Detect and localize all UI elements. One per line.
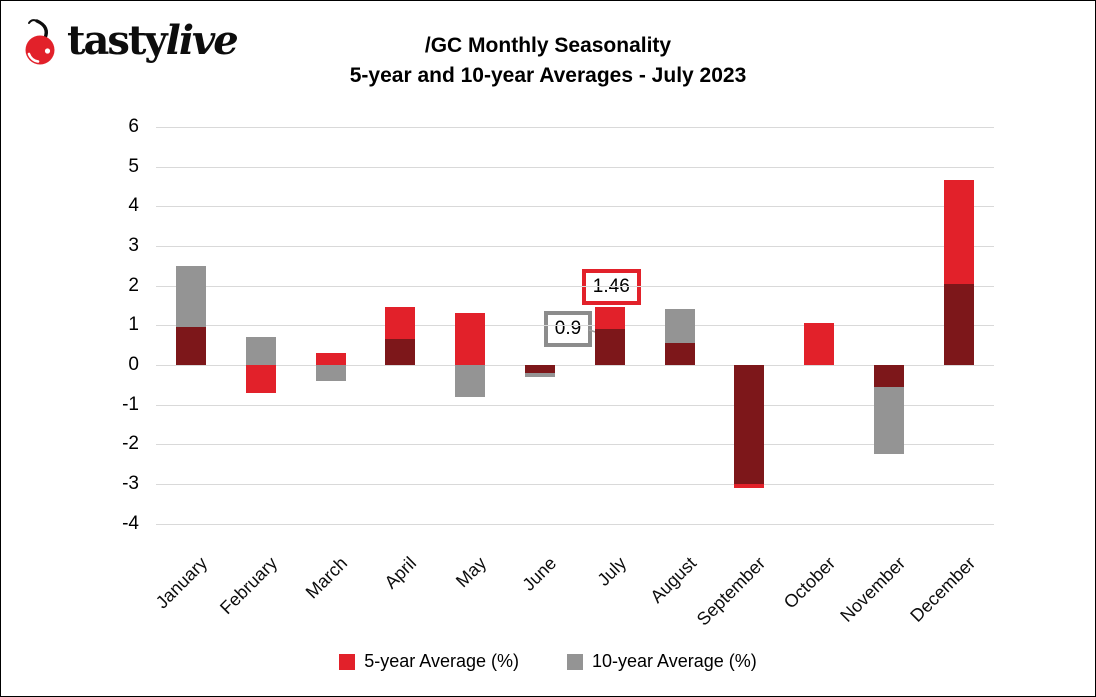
bar-september-overlap bbox=[734, 365, 765, 485]
y-axis-tick-label: 4 bbox=[128, 195, 139, 217]
x-axis-label-december: December bbox=[906, 553, 979, 626]
chart-title-line2: 5-year and 10-year Averages - July 2023 bbox=[349, 64, 747, 87]
x-axis-label-march: March bbox=[301, 553, 351, 603]
bar-february-10yr bbox=[245, 337, 276, 365]
bar-november-10yr bbox=[874, 386, 904, 455]
bar-january-overlap bbox=[176, 327, 206, 365]
bar-july-5yr bbox=[594, 307, 625, 330]
bar-august-10yr bbox=[664, 309, 695, 344]
x-axis-label-october: October bbox=[779, 553, 840, 613]
legend-label-5yr: 5-year Average (%) bbox=[364, 651, 519, 671]
x-axis-label-april: April bbox=[380, 553, 421, 593]
legend-item-5yr: 5-year Average (%) bbox=[339, 651, 519, 672]
y-axis-tick-label: 1 bbox=[128, 314, 139, 336]
bar-october-5yr bbox=[804, 323, 835, 365]
legend-item-10yr: 10-year Average (%) bbox=[566, 651, 757, 672]
x-axis-label-june: June bbox=[518, 553, 561, 595]
gridline bbox=[156, 126, 994, 128]
gridline bbox=[156, 285, 994, 287]
cherry-icon bbox=[21, 17, 63, 72]
x-axis-label-january: January bbox=[151, 553, 212, 613]
logo-tasty: tasty bbox=[67, 17, 168, 64]
x-axis-label-november: November bbox=[836, 553, 910, 626]
bar-june-overlap bbox=[525, 365, 555, 373]
logo-wordmark: tastylive bbox=[67, 17, 239, 65]
x-axis-label-august: August bbox=[645, 553, 700, 607]
gridline bbox=[156, 365, 994, 366]
legend-swatch-10yr bbox=[566, 653, 583, 670]
gridline bbox=[156, 484, 994, 486]
gridline bbox=[156, 245, 994, 247]
chart-title-line1: /GC Monthly Seasonality bbox=[424, 34, 672, 57]
chart-title: /GC Monthly Seasonality 5-year and 10-ye… bbox=[1, 31, 1095, 91]
bar-may-5yr bbox=[455, 313, 486, 365]
legend: 5-year Average (%) 10-year Average (%) bbox=[1, 651, 1095, 672]
gridline bbox=[156, 325, 994, 327]
x-axis-label-july: July bbox=[593, 553, 630, 590]
bar-november-overlap bbox=[874, 365, 904, 387]
bar-december-overlap bbox=[943, 283, 974, 365]
y-axis-tick-label: 6 bbox=[128, 115, 139, 137]
bar-may-10yr bbox=[455, 365, 486, 397]
bar-march-5yr bbox=[315, 353, 346, 365]
bar-december-5yr bbox=[943, 180, 974, 284]
y-axis-tick-label: 0 bbox=[128, 354, 139, 375]
x-axis-label-february: February bbox=[215, 553, 281, 619]
y-axis-tick-label: 2 bbox=[128, 274, 139, 296]
y-axis-tick-label: 5 bbox=[128, 155, 139, 177]
gridline bbox=[156, 166, 994, 168]
bar-january-10yr bbox=[176, 265, 206, 328]
y-axis-tick-label: 3 bbox=[128, 234, 139, 256]
bar-july-overlap bbox=[594, 329, 625, 365]
gridline bbox=[156, 523, 994, 525]
x-axis-label-september: September bbox=[693, 553, 770, 630]
bar-april-overlap bbox=[385, 339, 416, 365]
bar-march-10yr bbox=[315, 365, 346, 381]
callout-10yr-july: 0.9 bbox=[543, 311, 593, 348]
bar-april-5yr bbox=[385, 307, 416, 340]
gridline bbox=[156, 404, 994, 406]
callout-5yr-july: 1.46 bbox=[581, 269, 641, 306]
legend-label-10yr: 10-year Average (%) bbox=[591, 651, 757, 671]
y-axis-tick-label: -2 bbox=[122, 433, 139, 455]
x-axis-label-may: May bbox=[452, 553, 491, 592]
bar-august-overlap bbox=[664, 343, 695, 365]
logo-live: live bbox=[165, 17, 239, 64]
gridline bbox=[156, 444, 994, 446]
bar-february-5yr bbox=[245, 365, 276, 393]
gridline bbox=[156, 206, 994, 208]
y-axis-tick-label: -3 bbox=[122, 473, 139, 495]
y-axis-tick-label: -1 bbox=[122, 393, 139, 415]
tastylive-logo: tastylive bbox=[21, 17, 239, 72]
y-axis-tick-label: -4 bbox=[122, 512, 139, 534]
bar-september-5yr bbox=[734, 484, 765, 489]
bar-june-10yr bbox=[525, 372, 555, 377]
legend-swatch-5yr bbox=[339, 653, 356, 670]
